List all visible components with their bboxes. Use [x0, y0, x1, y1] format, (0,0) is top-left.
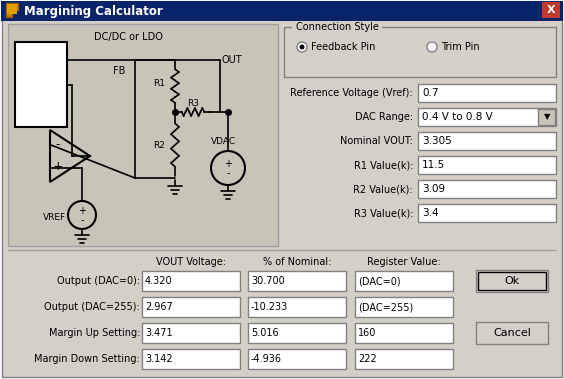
- Text: -: -: [80, 215, 83, 225]
- Circle shape: [297, 42, 307, 52]
- Bar: [476, 270, 548, 292]
- Bar: [476, 322, 548, 344]
- Bar: [418, 204, 556, 222]
- Circle shape: [211, 151, 245, 185]
- Bar: [8, 24, 278, 246]
- Text: +: +: [78, 206, 86, 216]
- Bar: [1, 1, 563, 21]
- Text: 3.09: 3.09: [422, 184, 445, 194]
- Circle shape: [299, 44, 305, 50]
- Text: -: -: [226, 168, 230, 178]
- Text: +: +: [224, 159, 232, 169]
- Text: 0.7: 0.7: [422, 88, 438, 98]
- Circle shape: [427, 42, 437, 52]
- Bar: [248, 271, 346, 291]
- Text: Trim Pin: Trim Pin: [441, 42, 479, 52]
- Bar: [355, 349, 453, 369]
- Text: VOUT Voltage:: VOUT Voltage:: [156, 257, 226, 267]
- Text: Nominal VOUT:: Nominal VOUT:: [340, 136, 413, 146]
- Bar: [142, 271, 240, 291]
- Text: R2: R2: [153, 141, 165, 149]
- Text: R2 Value(k):: R2 Value(k):: [354, 184, 413, 194]
- Text: +: +: [52, 160, 63, 174]
- Bar: [142, 323, 240, 343]
- Polygon shape: [50, 130, 90, 182]
- Text: 3.471: 3.471: [145, 328, 173, 338]
- Text: R3 Value(k):: R3 Value(k):: [354, 208, 413, 218]
- Text: 30.700: 30.700: [251, 276, 285, 286]
- Text: -: -: [56, 138, 60, 152]
- Text: FB: FB: [113, 66, 125, 76]
- Text: Connection Style: Connection Style: [296, 22, 379, 32]
- Bar: [418, 180, 556, 198]
- Bar: [538, 109, 555, 125]
- Bar: [142, 297, 240, 317]
- Bar: [15, 42, 67, 127]
- Text: Margin Down Setting:: Margin Down Setting:: [34, 354, 140, 364]
- Text: DAC Range:: DAC Range:: [355, 112, 413, 122]
- Bar: [542, 2, 560, 18]
- Bar: [418, 132, 556, 150]
- Text: VDAC: VDAC: [210, 138, 236, 147]
- Text: R3: R3: [187, 100, 199, 108]
- Bar: [418, 84, 556, 102]
- Text: Ok: Ok: [504, 276, 519, 286]
- Text: -4.936: -4.936: [251, 354, 282, 364]
- Bar: [142, 349, 240, 369]
- Text: X: X: [547, 5, 556, 15]
- Text: Cancel: Cancel: [493, 328, 531, 338]
- Text: 160: 160: [358, 328, 376, 338]
- Text: 4.320: 4.320: [145, 276, 173, 286]
- Text: 3.305: 3.305: [422, 136, 452, 146]
- Text: (DAC=0): (DAC=0): [358, 276, 400, 286]
- Bar: [248, 349, 346, 369]
- Text: -10.233: -10.233: [251, 302, 288, 312]
- Text: Output (DAC=255):: Output (DAC=255):: [44, 302, 140, 312]
- Text: 3.142: 3.142: [145, 354, 173, 364]
- Bar: [292, 22, 382, 33]
- Text: 222: 222: [358, 354, 377, 364]
- Bar: [418, 108, 556, 126]
- Text: Margining Calculator: Margining Calculator: [24, 5, 163, 17]
- Text: R1 Value(k):: R1 Value(k):: [354, 160, 413, 170]
- Text: % of Nominal:: % of Nominal:: [263, 257, 331, 267]
- Bar: [248, 297, 346, 317]
- Text: Feedback Pin: Feedback Pin: [311, 42, 376, 52]
- Text: 5.016: 5.016: [251, 328, 279, 338]
- Bar: [284, 27, 556, 77]
- Text: 3.4: 3.4: [422, 208, 439, 218]
- Bar: [418, 156, 556, 174]
- Text: Register Value:: Register Value:: [367, 257, 441, 267]
- Text: ▼: ▼: [544, 113, 550, 122]
- Text: VREF: VREF: [43, 213, 66, 222]
- Text: (DAC=255): (DAC=255): [358, 302, 413, 312]
- Text: Reference Voltage (Vref):: Reference Voltage (Vref):: [290, 88, 413, 98]
- Bar: [7, 4, 17, 14]
- Text: 2.967: 2.967: [145, 302, 173, 312]
- Bar: [478, 272, 546, 290]
- Bar: [355, 323, 453, 343]
- Bar: [355, 271, 453, 291]
- Text: 0.4 V to 0.8 V: 0.4 V to 0.8 V: [422, 112, 493, 122]
- Text: R1: R1: [153, 78, 165, 88]
- Text: DC/DC or LDO: DC/DC or LDO: [94, 32, 162, 42]
- Text: Margin Up Setting:: Margin Up Setting:: [49, 328, 140, 338]
- Text: Output (DAC=0):: Output (DAC=0):: [57, 276, 140, 286]
- Bar: [355, 297, 453, 317]
- Text: 11.5: 11.5: [422, 160, 445, 170]
- Circle shape: [68, 201, 96, 229]
- Polygon shape: [6, 3, 18, 17]
- Text: OUT: OUT: [222, 55, 243, 65]
- Bar: [248, 323, 346, 343]
